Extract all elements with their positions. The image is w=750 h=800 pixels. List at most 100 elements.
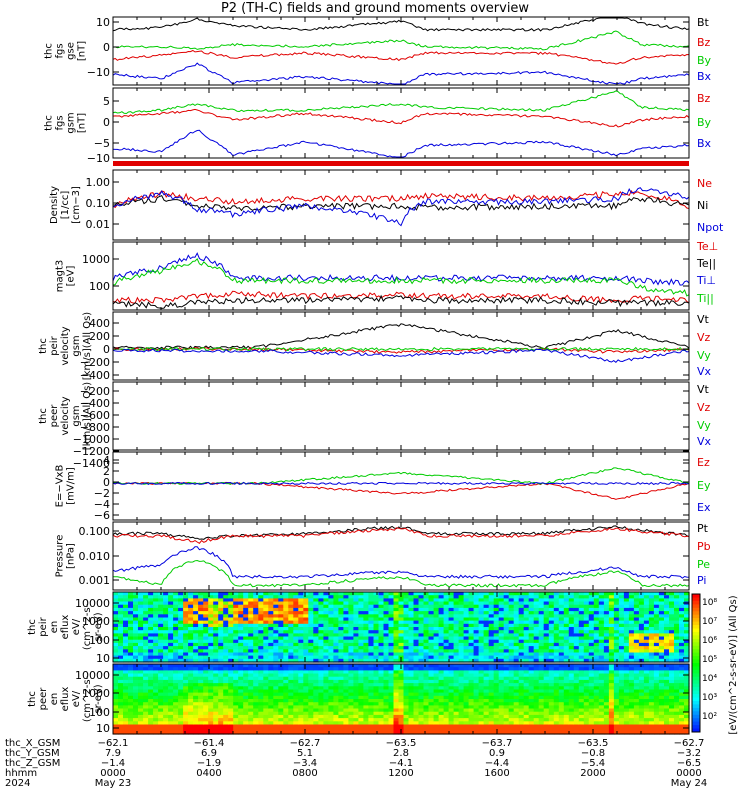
spectrogram-cell xyxy=(653,724,660,729)
spectrogram-cell xyxy=(203,667,209,671)
spectrogram-cell xyxy=(608,695,615,700)
spectrogram-cell xyxy=(463,633,470,638)
spectrogram-cell xyxy=(328,642,334,647)
spectrogram-cell xyxy=(518,598,525,603)
spectrogram-cell xyxy=(353,592,359,596)
spectrogram-cell xyxy=(333,607,339,612)
spectrogram-cell xyxy=(393,595,400,599)
spectrogram-cell xyxy=(648,727,655,732)
spectrogram-cell xyxy=(398,711,405,716)
spectrogram-cell xyxy=(633,718,640,722)
spectrogram-cell xyxy=(643,630,650,634)
spectrogram-cell xyxy=(613,598,620,603)
spectrogram-cell xyxy=(583,633,590,638)
spectrogram-cell xyxy=(138,711,144,716)
spectrogram-cell xyxy=(363,699,369,703)
spectrogram-cell xyxy=(248,633,254,638)
spectrogram-cell xyxy=(558,702,565,706)
spectrogram-cell xyxy=(553,692,560,697)
spectrogram-cell xyxy=(528,673,535,678)
spectrogram-cell xyxy=(473,601,480,606)
spectrogram-cell xyxy=(273,642,279,647)
spectrogram-cell xyxy=(353,702,359,706)
spectrogram-cell xyxy=(293,614,299,619)
spectrogram-cell xyxy=(428,642,435,647)
spectrogram-cell xyxy=(408,642,415,647)
spectrogram-cell xyxy=(348,649,354,654)
spectrogram-cell xyxy=(598,598,605,603)
spectrogram-cell xyxy=(323,730,329,735)
spectrogram-cell xyxy=(643,614,650,619)
spectrogram-cell xyxy=(253,689,259,694)
spectrogram-cell xyxy=(373,670,380,675)
spectrogram-cell xyxy=(488,611,495,615)
spectrogram-cell xyxy=(303,721,309,726)
spectrogram-cell xyxy=(483,633,490,638)
spectrogram-cell xyxy=(328,627,334,631)
spectrogram-cell xyxy=(123,598,129,603)
spectrogram-cell xyxy=(263,620,269,625)
spectrogram-cell xyxy=(563,664,570,668)
spectrogram-cell xyxy=(428,623,435,628)
spectrogram-cell xyxy=(408,718,415,722)
spectrogram-cell xyxy=(403,655,410,660)
spectrogram-cell xyxy=(643,655,650,660)
spectrogram-cell xyxy=(498,595,505,599)
spectrogram-cell xyxy=(393,604,400,609)
spectrogram-cell xyxy=(213,623,219,628)
spectrogram-cell xyxy=(118,679,124,684)
spectrogram-cell xyxy=(353,611,359,615)
spectrogram-cell xyxy=(598,692,605,697)
spectrogram-cell xyxy=(598,724,605,729)
spectrogram-cell xyxy=(368,724,374,729)
spectrogram-cell xyxy=(348,646,354,650)
spectrogram-cell xyxy=(323,695,329,700)
spectrogram-cell xyxy=(123,664,129,668)
spectrogram-cell xyxy=(333,664,339,668)
spectrogram-cell xyxy=(548,699,555,703)
spectrogram-cell xyxy=(418,721,425,726)
spectrogram-cell xyxy=(423,592,430,596)
spectrogram-cell xyxy=(483,649,490,654)
spectrogram-cell xyxy=(503,649,510,654)
spectrogram-cell xyxy=(423,689,430,694)
spectrogram-cell xyxy=(138,699,144,703)
spectrogram-cell xyxy=(503,639,510,644)
spectrogram-cell xyxy=(258,689,264,694)
spectrogram-cell xyxy=(393,670,400,675)
spectrogram-cell xyxy=(418,711,425,716)
spectrogram-cell xyxy=(448,711,455,716)
spectrogram-cell xyxy=(178,630,184,634)
spectrogram-cell xyxy=(418,655,425,660)
spectrogram-cell xyxy=(128,633,134,638)
spectrogram-cell xyxy=(133,655,139,660)
spectrogram-cell xyxy=(343,695,349,700)
spectrogram-cell xyxy=(333,614,339,619)
spectrogram-cell xyxy=(488,676,495,681)
spectrogram-cell xyxy=(508,611,515,615)
spectrogram-cell xyxy=(128,676,134,681)
spectrogram-cell xyxy=(518,595,525,599)
spectrogram-cell xyxy=(278,727,284,732)
spectrogram-cell xyxy=(418,673,425,678)
spectrogram-cell xyxy=(118,646,124,650)
spectrogram-cell xyxy=(643,639,650,644)
spectrogram-cell xyxy=(548,652,555,657)
spectrogram-cell xyxy=(498,670,505,675)
spectrogram-cell xyxy=(568,673,575,678)
spectrogram-cell xyxy=(453,652,460,657)
spectrogram-cell xyxy=(383,601,390,606)
spectrogram-cell xyxy=(138,614,144,619)
spectrogram-cell xyxy=(473,611,480,615)
spectrogram-cell xyxy=(648,695,655,700)
spectrogram-cell xyxy=(318,604,324,609)
spectrogram-cell xyxy=(313,683,319,687)
spectrogram-cell xyxy=(273,655,279,660)
spectrogram-cell xyxy=(443,667,450,671)
spectrogram-cell xyxy=(353,664,359,668)
spectrogram-cell xyxy=(163,649,169,654)
spectrogram-cell xyxy=(478,639,485,644)
spectrogram-cell xyxy=(218,607,224,612)
spectrogram-cell xyxy=(628,642,635,647)
spectrogram-cell xyxy=(323,642,329,647)
